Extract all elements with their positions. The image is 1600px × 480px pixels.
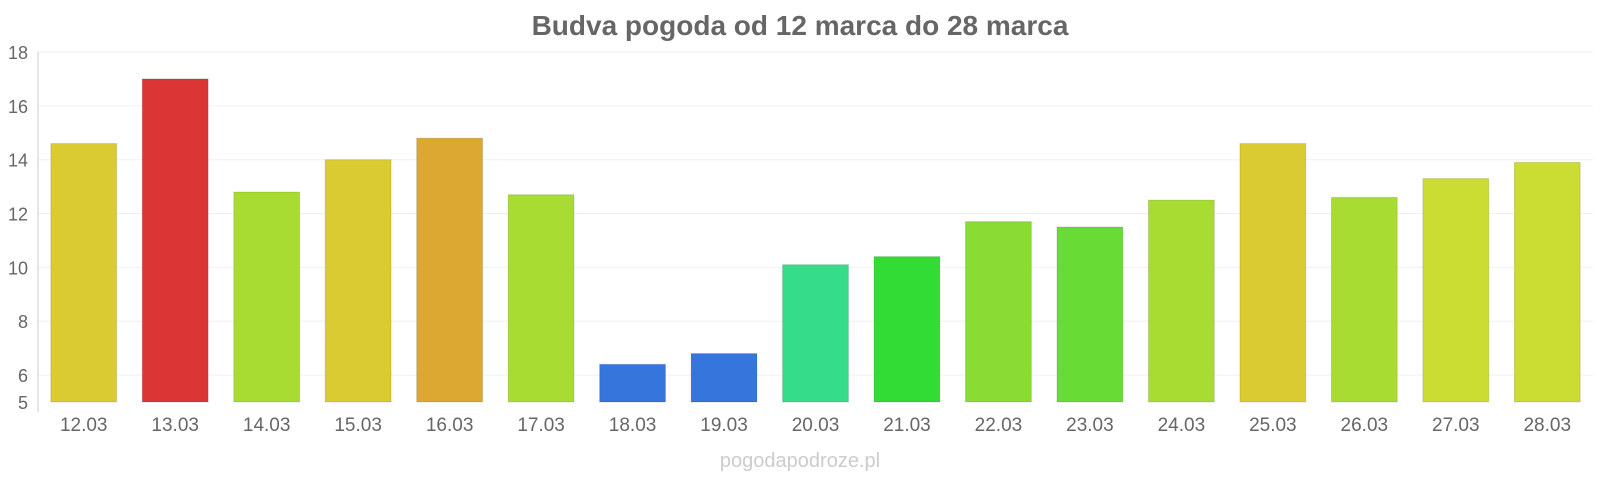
y-tick-label: 12	[8, 205, 28, 225]
bar	[1513, 161, 1581, 403]
x-tick-label: 25.03	[1249, 415, 1297, 436]
x-tick-label: 17.03	[517, 415, 565, 436]
y-tick-label: 5	[18, 393, 28, 413]
x-tick-label: 21.03	[883, 415, 931, 436]
x-tick-label: 13.03	[151, 415, 199, 436]
x-tick-label: 22.03	[975, 415, 1023, 436]
x-axis: 12.03 13.03 14.03 15.03 16.03 17.03 18.03 19.03…	[60, 415, 1571, 436]
x-tick-label: 18.03	[609, 415, 657, 436]
x-tick-label: 19.03	[700, 415, 748, 436]
bar	[1422, 178, 1490, 403]
x-tick-label: 27.03	[1432, 415, 1480, 436]
bar	[1056, 226, 1124, 403]
x-tick-label: 28.03	[1523, 415, 1571, 436]
x-tick-label: 16.03	[426, 415, 474, 436]
bar	[1147, 199, 1215, 403]
y-tick-label: 14	[8, 151, 28, 171]
bar	[690, 353, 758, 403]
bar	[965, 221, 1032, 403]
x-tick-label: 23.03	[1066, 415, 1114, 436]
x-tick-label: 15.03	[334, 415, 382, 436]
bar	[507, 194, 575, 403]
y-tick-label: 6	[18, 366, 28, 386]
x-tick-label: 24.03	[1158, 415, 1206, 436]
bar	[873, 256, 941, 403]
y-tick-label: 16	[8, 97, 28, 117]
x-tick-label: 12.03	[60, 415, 108, 436]
x-tick-label: 14.03	[243, 415, 291, 436]
y-tick-label: 8	[18, 312, 28, 332]
y-tick-label: 18	[8, 43, 28, 63]
watermark: pogodapodroze.pl	[719, 450, 881, 472]
x-tick-label: 26.03	[1341, 415, 1389, 436]
chart-title: Budva pogoda od 12 marca do 28 marca	[531, 10, 1069, 41]
bar	[782, 264, 849, 403]
bar-layer	[50, 78, 1581, 403]
bar	[416, 137, 484, 403]
y-axis: 5 6 8 10 12 14 16 18	[8, 43, 39, 413]
y-tick-label: 10	[8, 258, 28, 278]
bar	[1239, 143, 1307, 403]
bar	[324, 159, 392, 403]
bar	[1330, 196, 1398, 403]
x-tick-label: 20.03	[792, 415, 840, 436]
bar	[141, 78, 209, 403]
bar	[233, 191, 301, 403]
bar	[599, 363, 666, 403]
bar	[50, 143, 118, 403]
